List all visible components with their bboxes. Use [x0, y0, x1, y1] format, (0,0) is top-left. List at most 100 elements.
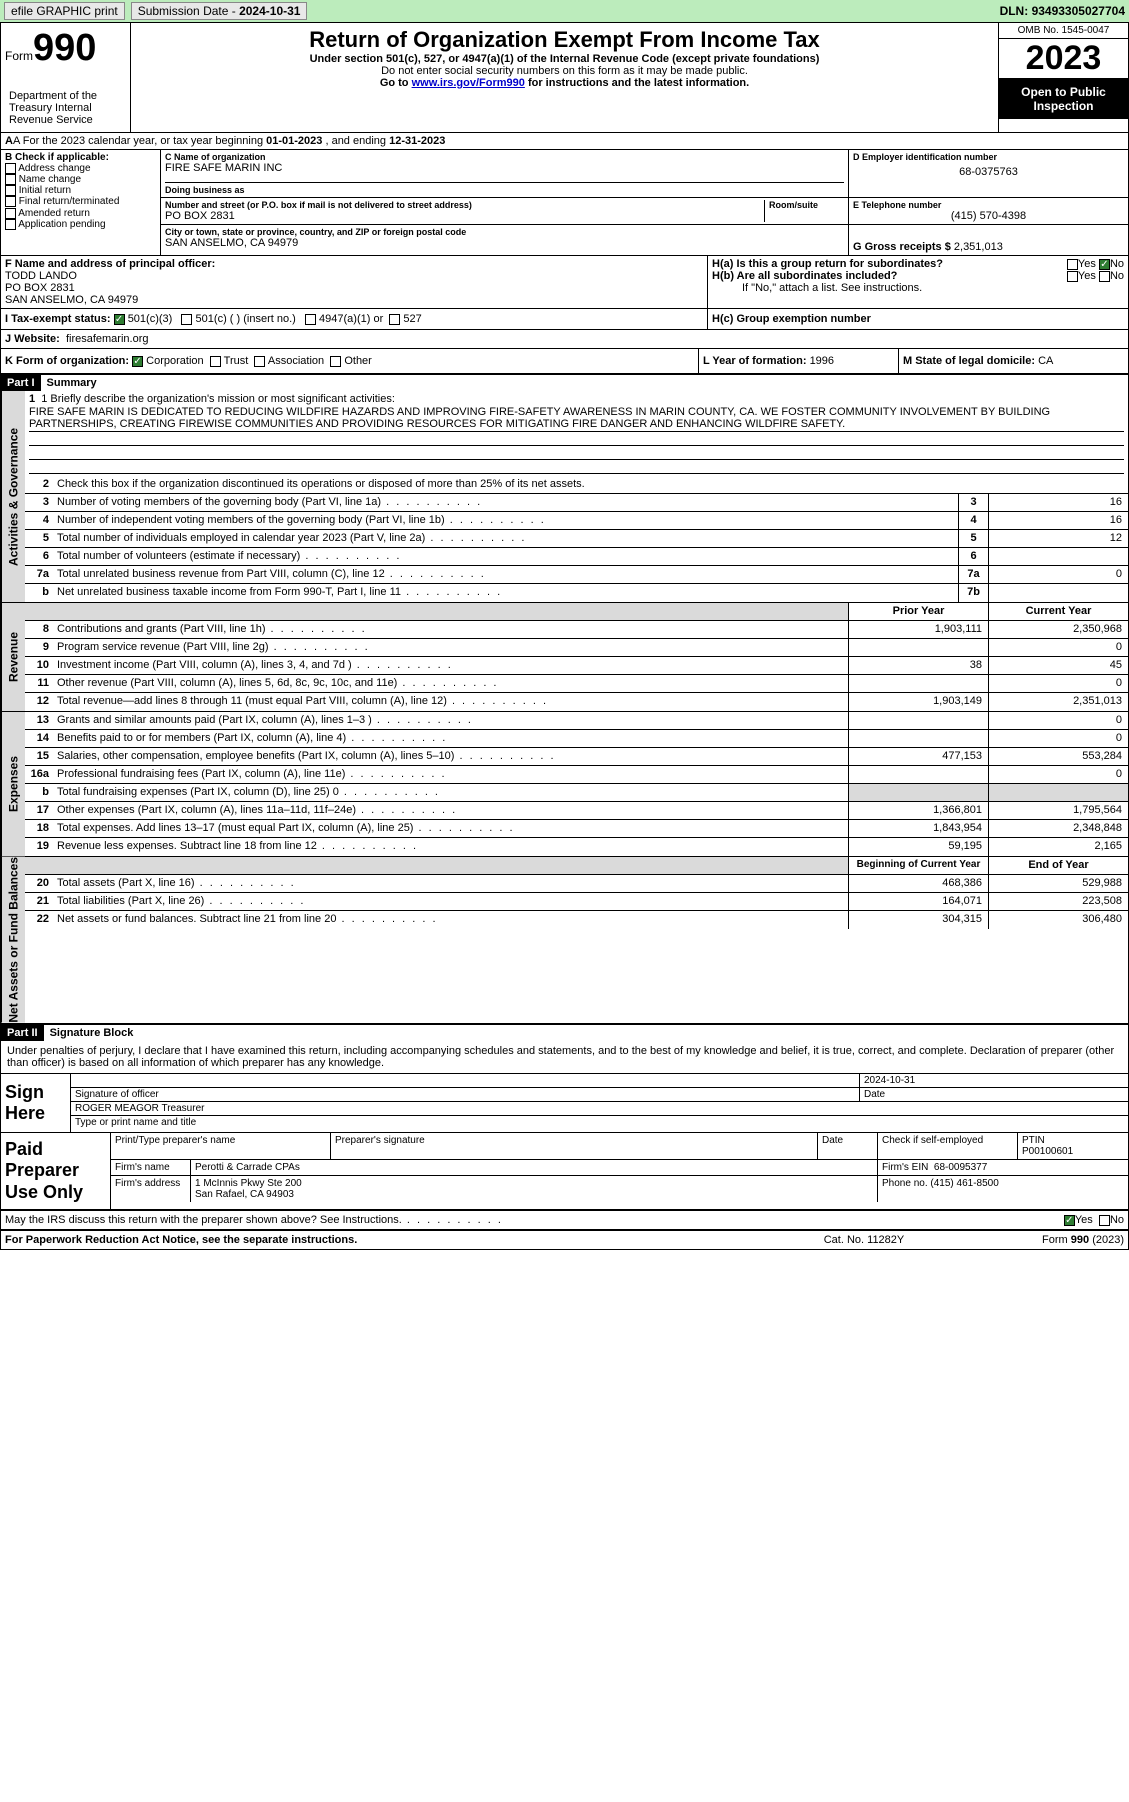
open-public: Open to Public Inspection [999, 79, 1128, 119]
form-footer: For Paperwork Reduction Act Notice, see … [1, 1231, 1128, 1249]
firm-name: Perotti & Carrade CPAs [191, 1160, 878, 1175]
summary-line-3: 3Number of voting members of the governi… [25, 494, 1128, 512]
summary-line-5: 5Total number of individuals employed in… [25, 530, 1128, 548]
summary-line-19: 19Revenue less expenses. Subtract line 1… [25, 838, 1128, 856]
summary-line-14: 14Benefits paid to or for members (Part … [25, 730, 1128, 748]
summary-line-b: bNet unrelated business taxable income f… [25, 584, 1128, 602]
box-b-checklist: B Check if applicable: Address change Na… [1, 150, 161, 255]
k-form-org-label: K Form of organization: [5, 355, 129, 367]
firm-addr2: San Rafael, CA 94903 [195, 1189, 294, 1200]
phone-value: (415) 570-4398 [853, 210, 1124, 222]
discuss-yes[interactable] [1064, 1215, 1075, 1226]
prep-name-label: Print/Type preparer's name [111, 1133, 331, 1159]
chk-other[interactable] [330, 356, 341, 367]
ein-value: 68-0375763 [853, 162, 1124, 182]
dln: DLN: 93493305027704 [1000, 4, 1125, 18]
j-website-label: J Website: [5, 333, 60, 345]
hb-label: H(b) Are all subordinates included? [712, 270, 897, 282]
m-state-label: M State of legal domicile: [903, 355, 1038, 367]
form-990: Form990 Department of the Treasury Inter… [0, 22, 1129, 1250]
paid-preparer-label: Paid Preparer Use Only [1, 1133, 111, 1210]
chk-corp[interactable] [132, 356, 143, 367]
officer-addr1: PO BOX 2831 [5, 282, 75, 294]
summary-line-12: 12Total revenue—add lines 8 through 11 (… [25, 693, 1128, 711]
summary-line-9: 9Program service revenue (Part VIII, lin… [25, 639, 1128, 657]
state-domicile: CA [1038, 355, 1053, 367]
mission-text: FIRE SAFE MARIN IS DEDICATED TO REDUCING… [29, 405, 1124, 432]
website-value: firesafemarin.org [66, 333, 149, 345]
firm-ein: 68-0095377 [934, 1162, 987, 1173]
summary-line-7a: 7aTotal unrelated business revenue from … [25, 566, 1128, 584]
prep-sig-label: Preparer's signature [331, 1133, 818, 1159]
side-net-assets: Net Assets or Fund Balances [1, 857, 25, 1023]
part-2-header: Part IISignature Block [1, 1025, 1128, 1041]
summary-line-10: 10Investment income (Part VIII, column (… [25, 657, 1128, 675]
officer-addr2: SAN ANSELMO, CA 94979 [5, 294, 138, 306]
type-print-label: Type or print name and title [71, 1116, 1128, 1129]
chk-527[interactable] [389, 314, 400, 325]
col-prior-year: Prior Year [848, 603, 988, 620]
tax-year: 2023 [999, 39, 1128, 79]
perjury-text: Under penalties of perjury, I declare th… [1, 1041, 1128, 1074]
summary-line-22: 22Net assets or fund balances. Subtract … [25, 911, 1128, 929]
room-label: Room/suite [769, 200, 844, 210]
l-year-label: L Year of formation: [703, 355, 810, 367]
summary-line-20: 20Total assets (Part X, line 16)468,3865… [25, 875, 1128, 893]
sig-date: 2024-10-31 [864, 1075, 915, 1086]
officer-name: TODD LANDO [5, 270, 77, 282]
summary-line-17: 17Other expenses (Part IX, column (A), l… [25, 802, 1128, 820]
subtitle-1: Under section 501(c), 527, or 4947(a)(1)… [139, 53, 990, 65]
summary-line-8: 8Contributions and grants (Part VIII, li… [25, 621, 1128, 639]
chk-assoc[interactable] [254, 356, 265, 367]
summary-line-4: 4Number of independent voting members of… [25, 512, 1128, 530]
omb-number: OMB No. 1545-0047 [999, 23, 1128, 39]
top-bar: efile GRAPHIC print Submission Date - 20… [0, 0, 1129, 22]
gross-receipts: 2,351,013 [954, 241, 1003, 253]
hb-note: If "No," attach a list. See instructions… [712, 282, 1124, 294]
i-tax-status-label: I Tax-exempt status: [5, 313, 111, 325]
form-number: 990 [33, 27, 96, 69]
chk-4947[interactable] [305, 314, 316, 325]
officer-name-title: ROGER MEAGOR Treasurer [71, 1102, 1128, 1115]
col-end-year: End of Year [988, 857, 1128, 874]
side-revenue: Revenue [1, 603, 25, 711]
chk-501c3[interactable] [114, 314, 125, 325]
summary-line-18: 18Total expenses. Add lines 13–17 (must … [25, 820, 1128, 838]
irs-link[interactable]: www.irs.gov/Form990 [412, 77, 525, 89]
chk-trust[interactable] [210, 356, 221, 367]
phone-label: Phone no. [882, 1178, 928, 1189]
form-label: Form [5, 49, 33, 63]
sign-here-label: Sign Here [1, 1074, 71, 1132]
city-value: SAN ANSELMO, CA 94979 [165, 237, 844, 249]
summary-line-16a: 16aProfessional fundraising fees (Part I… [25, 766, 1128, 784]
self-emp-label: Check if self-employed [878, 1133, 1018, 1159]
d-ein-label: D Employer identification number [853, 152, 1124, 162]
firm-addr1: 1 McInnis Pkwy Ste 200 [195, 1178, 302, 1189]
summary-line-21: 21Total liabilities (Part X, line 26)164… [25, 893, 1128, 911]
org-name: FIRE SAFE MARIN INC [165, 162, 844, 174]
sig-officer-label: Signature of officer [75, 1089, 159, 1100]
summary-line-6: 6Total number of volunteers (estimate if… [25, 548, 1128, 566]
ptin-label: PTIN [1022, 1135, 1045, 1146]
ptin-value: P00100601 [1022, 1146, 1073, 1157]
hc-label: H(c) Group exemption number [712, 313, 871, 325]
efile-button[interactable]: efile GRAPHIC print [4, 2, 125, 20]
e-phone-label: E Telephone number [853, 200, 1124, 210]
dba-label: Doing business as [165, 182, 844, 195]
summary-line-11: 11Other revenue (Part VIII, column (A), … [25, 675, 1128, 693]
firm-phone: (415) 461-8500 [930, 1178, 998, 1189]
submission-date: Submission Date - 2024-10-31 [131, 2, 308, 20]
summary-line-13: 13Grants and similar amounts paid (Part … [25, 712, 1128, 730]
form-title: Return of Organization Exempt From Incom… [139, 27, 990, 53]
date-label: Date [864, 1089, 885, 1100]
year-formation: 1996 [810, 355, 834, 367]
side-governance: Activities & Governance [1, 391, 25, 602]
col-begin-year: Beginning of Current Year [848, 857, 988, 874]
ha-label: H(a) Is this a group return for subordin… [712, 258, 943, 270]
chk-501c[interactable] [181, 314, 192, 325]
row-a-tax-year: AA For the 2023 calendar year, or tax ye… [1, 133, 1128, 150]
city-label: City or town, state or province, country… [165, 227, 844, 237]
street-address: PO BOX 2831 [165, 210, 764, 222]
discuss-no[interactable] [1099, 1215, 1110, 1226]
prep-date-label: Date [818, 1133, 878, 1159]
